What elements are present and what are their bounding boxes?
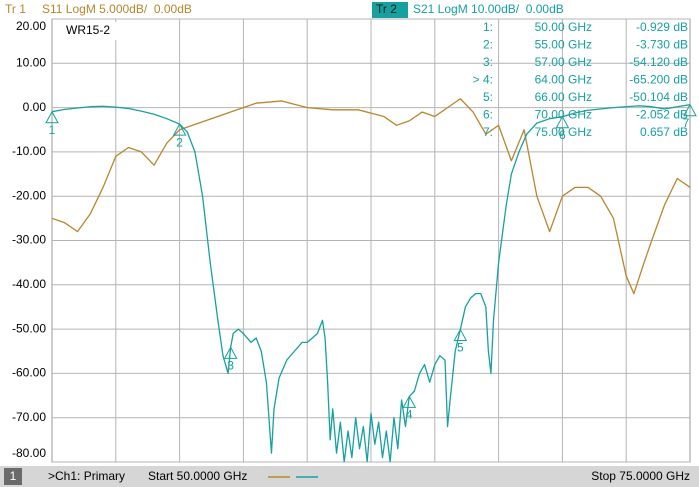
marker-label: 3: <box>483 55 493 69</box>
marker-label: 2: <box>483 38 493 52</box>
marker-number: 7 <box>683 116 690 130</box>
marker-triangle <box>45 110 59 124</box>
marker-number: 4 <box>406 408 413 422</box>
y-tick-label: -70.00 <box>12 410 46 424</box>
y-tick-label: -10.00 <box>12 144 46 158</box>
marker-frequency: 57.00 GHz <box>535 55 592 69</box>
title-box <box>63 22 121 40</box>
marker-label: 1: <box>483 20 493 34</box>
marker-value: -50.104 dB <box>629 90 688 104</box>
active-trace-box <box>372 2 408 18</box>
trace-label: Tr 1 <box>5 2 26 16</box>
marker-value: -65.200 dB <box>629 73 688 87</box>
y-tick-label: -80.00 <box>12 446 46 460</box>
plot <box>52 18 690 463</box>
marker-frequency: 70.00 GHz <box>535 108 592 122</box>
marker-triangle <box>683 103 697 117</box>
marker-label: > 4: <box>473 73 493 87</box>
marker-triangle <box>555 115 570 129</box>
marker-triangle <box>453 328 468 342</box>
channel-box <box>4 468 22 485</box>
marker-frequency: 50.00 GHz <box>535 20 592 34</box>
marker-label: 6: <box>483 108 493 122</box>
channel-label: >Ch1: Primary <box>48 469 125 483</box>
marker-number: 6 <box>559 128 566 142</box>
marker-value: -2.052 dB <box>636 108 688 122</box>
stop-label: Stop 75.0000 GHz <box>591 469 690 483</box>
marker-frequency: 75.00 GHz <box>535 125 592 139</box>
marker-number: 2 <box>176 135 183 149</box>
marker-triangle <box>172 123 187 136</box>
marker-frequency: 55.00 GHz <box>535 38 592 52</box>
marker-frequency: 66.00 GHz <box>535 90 592 104</box>
trace-line <box>52 98 690 295</box>
marker-number: 5 <box>457 341 464 355</box>
marker-value: -0.929 dB <box>636 20 688 34</box>
marker-number: 1 <box>49 123 56 137</box>
trace-line <box>52 104 690 462</box>
y-tick-label: 20.00 <box>16 19 46 33</box>
y-tick-label: -20.00 <box>12 188 46 202</box>
marker-value: -3.730 dB <box>636 38 688 52</box>
marker-value: -54.120 dB <box>629 55 688 69</box>
marker-frequency: 64.00 GHz <box>535 73 592 87</box>
y-tick-label: -30.00 <box>12 233 46 247</box>
marker-number: 3 <box>227 359 234 373</box>
marker-triangle <box>402 395 417 408</box>
legend-label: S11 LogM 5.000dB/ 0.00dB <box>42 2 192 16</box>
marker-label: 7: <box>483 125 493 139</box>
traces <box>52 98 690 462</box>
y-tick-label: -60.00 <box>12 366 46 380</box>
trace-label: Tr 2 <box>376 2 397 16</box>
y-tick-label: 10.00 <box>16 55 46 69</box>
status-bar <box>0 466 699 487</box>
y-tick-label: 0.00 <box>23 100 47 114</box>
marker-triangle <box>223 346 238 359</box>
y-tick-label: -40.00 <box>12 277 46 291</box>
marker-label: 5: <box>483 90 493 104</box>
start-label: Start 50.0000 GHz <box>148 469 247 483</box>
legend-label: S21 LogM 10.00dB/ 0.00dB <box>413 2 564 16</box>
channel-number: 1 <box>10 469 17 483</box>
marker-value: 0.657 dB <box>640 125 688 139</box>
y-tick-label: -50.00 <box>12 321 46 335</box>
chart-title: WR15-2 <box>66 23 110 37</box>
